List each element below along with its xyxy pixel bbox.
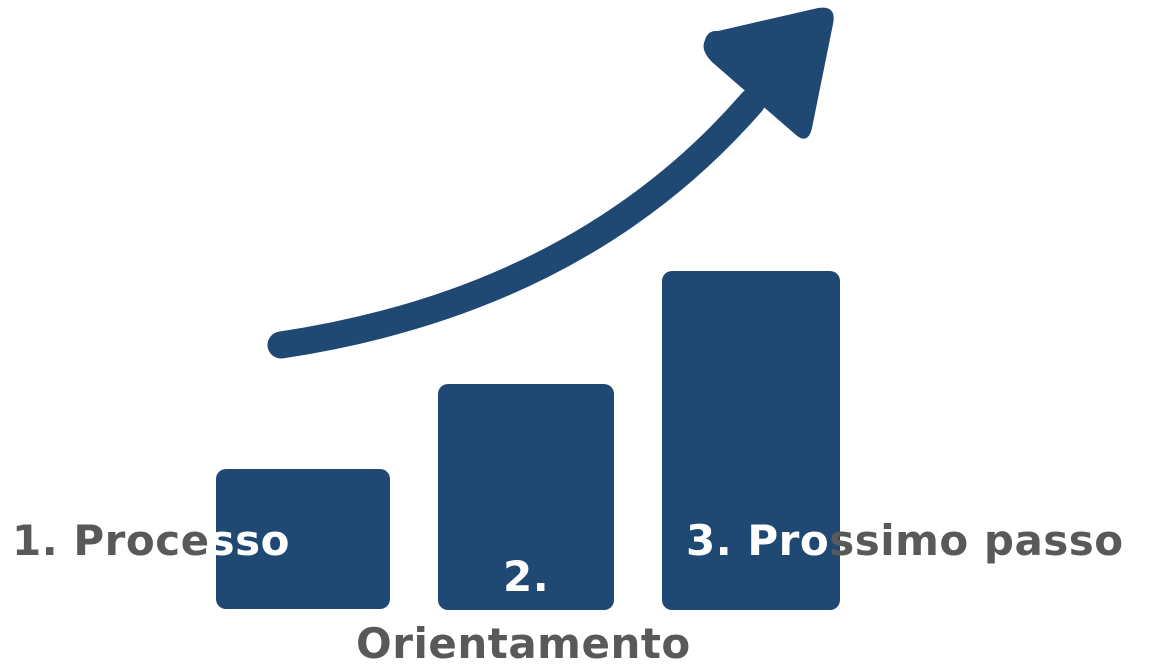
label-char: 3 <box>686 516 716 565</box>
label-char: i <box>880 516 896 565</box>
label-char: m <box>537 619 582 668</box>
label-char: c <box>155 516 181 565</box>
label-char: r <box>778 516 800 565</box>
label-char: . <box>41 516 59 565</box>
step-2-number: 2. <box>503 556 549 598</box>
bar-step-2 <box>438 384 614 610</box>
label-char: s <box>829 516 855 565</box>
bar-step-1 <box>216 469 390 609</box>
label-char: m <box>895 516 940 565</box>
label-char <box>732 516 747 565</box>
label-char: P <box>747 516 779 565</box>
label-char <box>969 516 984 565</box>
label-char: 2 <box>503 552 533 601</box>
label-char: t <box>640 619 662 668</box>
label-char: o <box>799 516 830 565</box>
label-char: o <box>125 516 156 565</box>
label-char: a <box>1014 516 1044 565</box>
label-char: . <box>715 516 733 565</box>
growth-arrow-icon <box>267 7 834 359</box>
label-char: . <box>532 552 550 601</box>
label-char: n <box>457 619 488 668</box>
label-char: e <box>180 516 210 565</box>
bar-chart-icon <box>216 271 840 610</box>
label-char: o <box>661 619 691 668</box>
label-char: e <box>581 619 611 668</box>
label-char: o <box>260 516 290 565</box>
step-1-label: 1. Processo <box>12 520 290 562</box>
label-char: t <box>487 619 509 668</box>
label-char: s <box>1043 516 1069 565</box>
bar-step-3 <box>662 271 840 610</box>
label-char: s <box>235 516 261 565</box>
label-char: i <box>413 619 429 668</box>
label-char: P <box>73 516 105 565</box>
label-char: s <box>854 516 881 565</box>
arrow-shaft <box>267 88 766 359</box>
label-char: o <box>939 516 969 565</box>
label-char: n <box>610 619 641 668</box>
label-char: p <box>983 516 1015 565</box>
label-char: r <box>392 619 414 668</box>
label-char: O <box>356 619 393 668</box>
label-char: s <box>1068 516 1095 565</box>
label-char: a <box>508 619 538 668</box>
label-char: s <box>209 516 236 565</box>
arrow-head <box>703 7 834 139</box>
step-3-label: 3. Prossimo passo <box>686 520 1124 562</box>
label-char <box>58 516 73 565</box>
label-char: e <box>428 619 458 668</box>
label-char: o <box>1094 516 1124 565</box>
label-char: 1 <box>12 516 42 565</box>
label-char: r <box>104 516 126 565</box>
step-2-label: Orientamento <box>356 623 691 665</box>
